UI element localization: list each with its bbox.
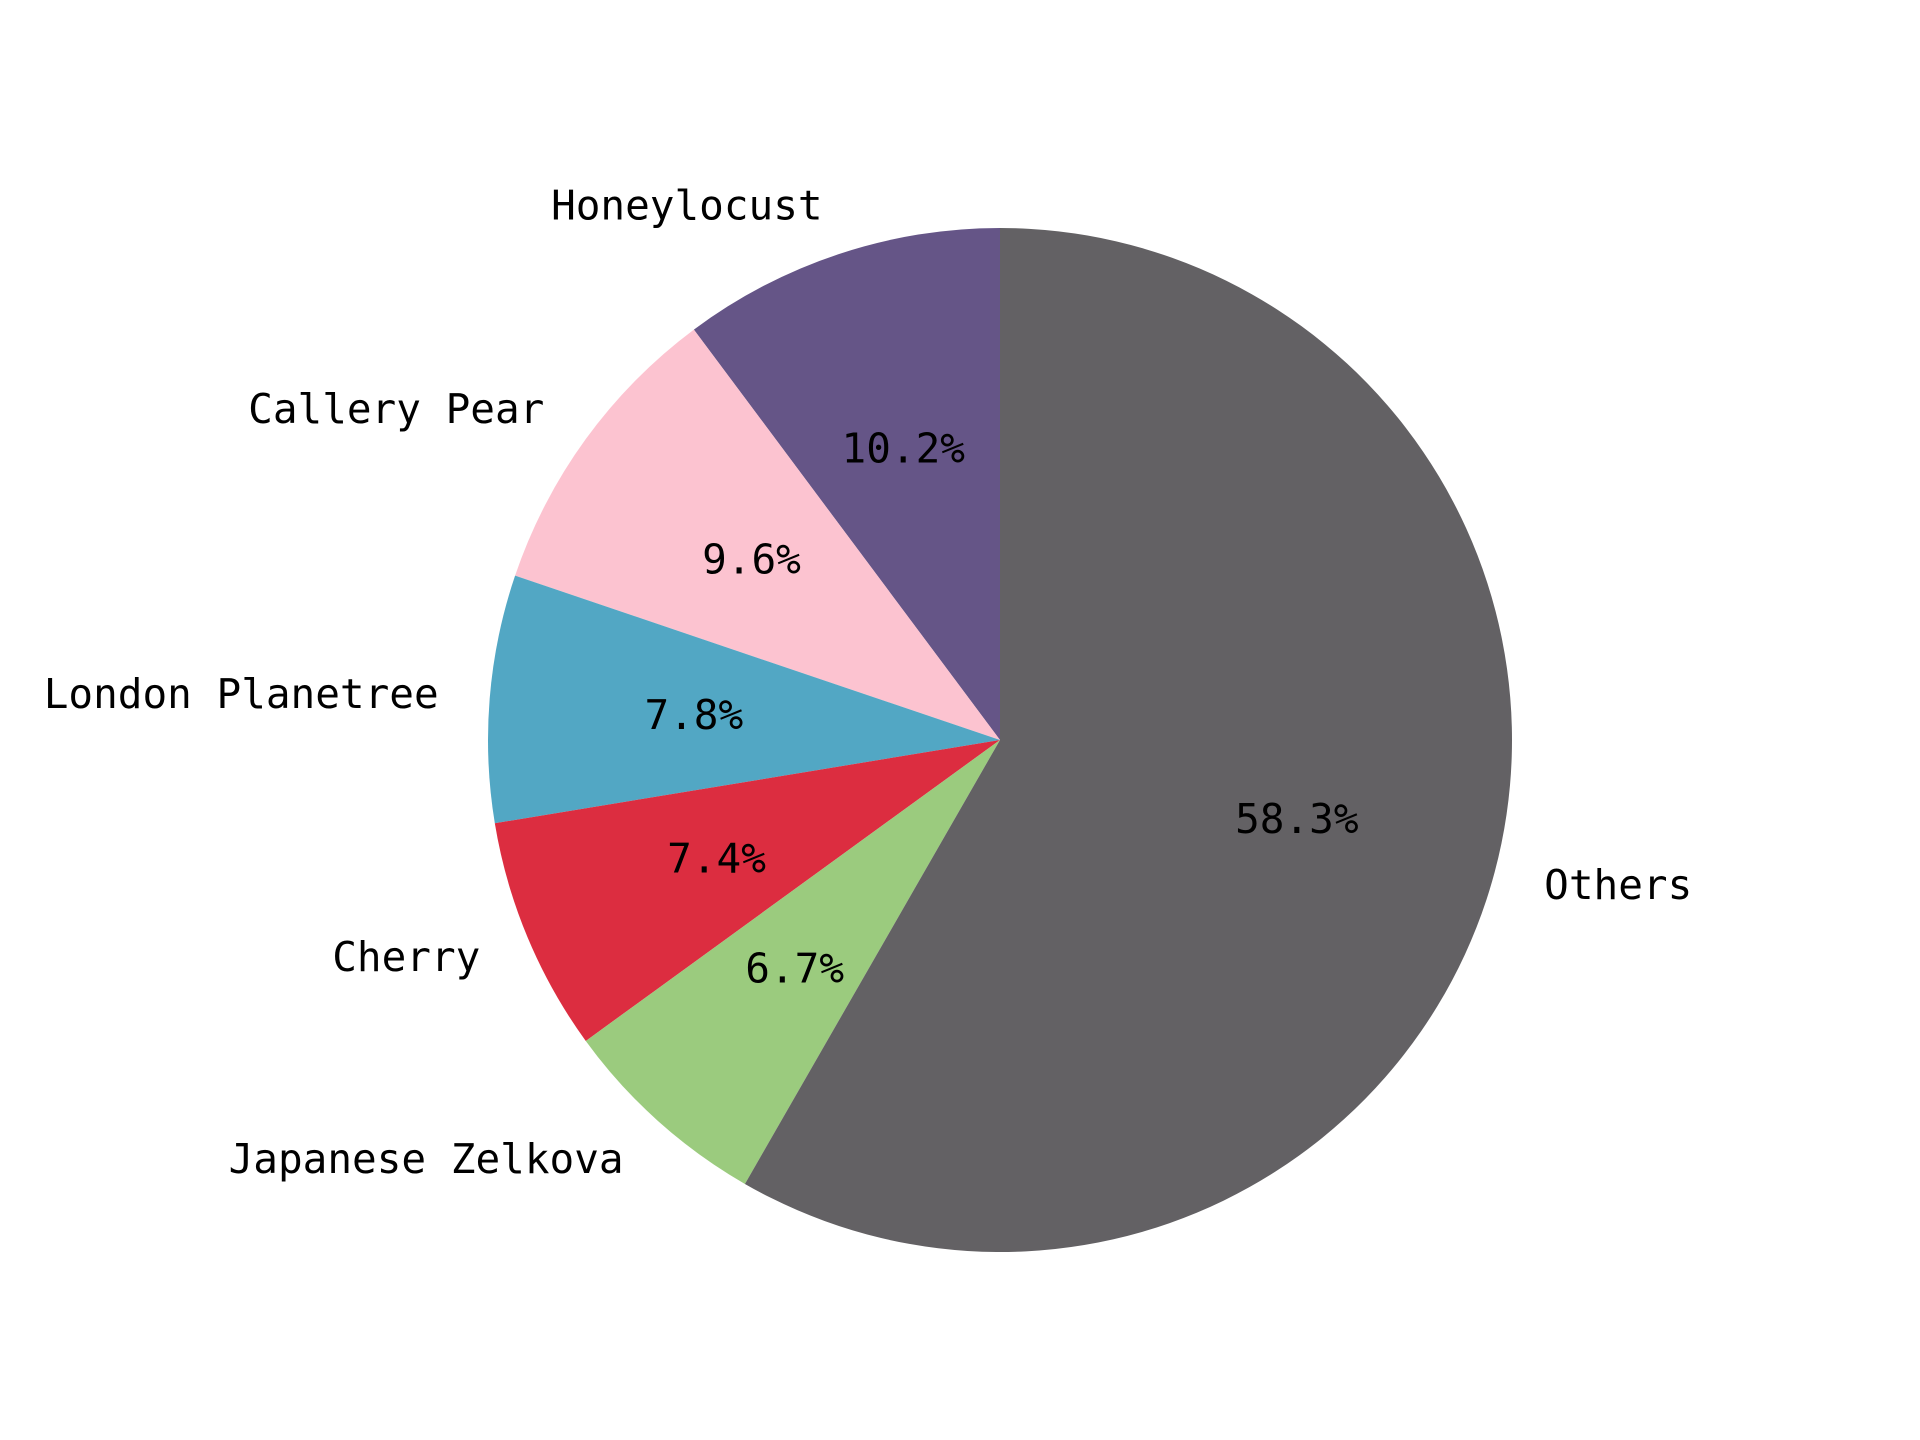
category-label-honeylocust: Honeylocust [551,181,823,229]
category-label-japanese-zelkova: Japanese Zelkova [229,1135,624,1183]
pie-slice-japanese-zelkova [585,740,1000,1184]
percent-label-callery-pear: 9.6% [702,535,801,583]
pie-slice-others [744,228,1512,1252]
category-label-london-planetree: London Planetree [44,670,439,718]
category-label-cherry: Cherry [332,933,480,981]
percent-label-honeylocust: 10.2% [842,424,966,472]
pie-slice-london-planetree [488,575,1000,824]
percent-label-london-planetree: 7.8% [644,691,743,739]
percent-label-others: 58.3% [1235,795,1359,843]
category-label-callery-pear: Callery Pear [248,385,544,433]
category-label-others: Others [1544,861,1692,909]
pie-slice-cherry [494,740,1000,1041]
percent-label-japanese-zelkova: 6.7% [745,945,844,993]
pie-slice-honeylocust [693,228,1000,740]
pie-slices [488,228,1512,1252]
pie-category-labels: Honeylocust Callery Pear London Planetree C… [44,181,1693,1182]
pie-percent-labels: 10.2% 9.6% 7.8% 7.4% 6.7% 58.3% [644,424,1358,992]
percent-label-cherry: 7.4% [667,834,766,882]
pie-slice-callery-pear [515,329,1000,740]
